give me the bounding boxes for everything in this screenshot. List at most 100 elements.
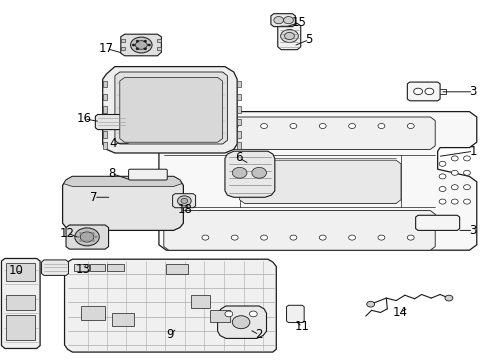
Polygon shape xyxy=(102,142,106,149)
Text: 9: 9 xyxy=(166,328,174,341)
Polygon shape xyxy=(237,119,241,125)
Polygon shape xyxy=(166,264,188,274)
Circle shape xyxy=(407,123,413,129)
Circle shape xyxy=(319,123,325,129)
Text: 16: 16 xyxy=(77,112,91,125)
Circle shape xyxy=(130,37,152,53)
Circle shape xyxy=(85,231,88,233)
Text: 8: 8 xyxy=(107,167,115,180)
Circle shape xyxy=(251,167,266,178)
Text: 5: 5 xyxy=(305,33,312,46)
Circle shape xyxy=(136,48,139,50)
Circle shape xyxy=(132,44,135,46)
Polygon shape xyxy=(121,47,124,50)
Circle shape xyxy=(232,316,249,329)
Circle shape xyxy=(232,167,246,178)
Polygon shape xyxy=(159,112,476,250)
Polygon shape xyxy=(237,81,241,87)
Circle shape xyxy=(85,241,88,243)
Circle shape xyxy=(289,235,296,240)
Circle shape xyxy=(94,236,97,238)
Polygon shape xyxy=(163,211,434,250)
Polygon shape xyxy=(121,34,161,56)
Circle shape xyxy=(450,199,457,204)
Polygon shape xyxy=(90,264,105,271)
Polygon shape xyxy=(102,106,106,113)
Circle shape xyxy=(450,185,457,190)
Circle shape xyxy=(77,236,80,238)
Polygon shape xyxy=(157,47,161,50)
Circle shape xyxy=(177,196,191,206)
Polygon shape xyxy=(62,176,183,230)
Circle shape xyxy=(377,235,384,240)
Polygon shape xyxy=(102,131,106,138)
Circle shape xyxy=(438,186,445,192)
Circle shape xyxy=(444,295,452,301)
Polygon shape xyxy=(66,225,108,249)
Circle shape xyxy=(438,199,445,204)
Polygon shape xyxy=(6,315,35,340)
Text: 1: 1 xyxy=(468,145,476,158)
Circle shape xyxy=(438,161,445,166)
Polygon shape xyxy=(64,259,276,352)
Polygon shape xyxy=(239,160,400,203)
Circle shape xyxy=(366,301,374,307)
Polygon shape xyxy=(270,14,295,27)
Polygon shape xyxy=(121,39,124,42)
Circle shape xyxy=(283,17,293,24)
Polygon shape xyxy=(102,81,106,87)
Polygon shape xyxy=(217,306,266,338)
Polygon shape xyxy=(1,258,40,348)
Polygon shape xyxy=(224,151,274,197)
Circle shape xyxy=(438,174,445,179)
Circle shape xyxy=(260,235,267,240)
Circle shape xyxy=(463,156,469,161)
Circle shape xyxy=(202,235,208,240)
Polygon shape xyxy=(190,295,210,308)
Circle shape xyxy=(284,32,294,40)
Circle shape xyxy=(75,228,99,246)
Circle shape xyxy=(79,232,82,234)
Circle shape xyxy=(377,123,384,129)
Polygon shape xyxy=(407,82,439,101)
Text: 15: 15 xyxy=(291,16,306,29)
Circle shape xyxy=(80,232,94,242)
Text: 3: 3 xyxy=(468,85,476,98)
Circle shape xyxy=(289,123,296,129)
Circle shape xyxy=(147,44,150,46)
Circle shape xyxy=(260,123,267,129)
Circle shape xyxy=(450,170,457,175)
Circle shape xyxy=(92,239,95,242)
Polygon shape xyxy=(237,106,241,113)
Polygon shape xyxy=(112,313,134,326)
Circle shape xyxy=(135,41,147,49)
Text: 17: 17 xyxy=(99,42,114,55)
Polygon shape xyxy=(210,310,229,322)
Circle shape xyxy=(136,40,139,42)
Circle shape xyxy=(450,156,457,161)
Circle shape xyxy=(143,40,146,42)
Circle shape xyxy=(280,30,298,42)
Polygon shape xyxy=(237,94,241,100)
Circle shape xyxy=(249,311,257,317)
Circle shape xyxy=(224,311,232,317)
Text: 13: 13 xyxy=(76,263,90,276)
Text: 14: 14 xyxy=(392,306,407,319)
Text: 10: 10 xyxy=(8,264,23,277)
Circle shape xyxy=(413,88,422,95)
Polygon shape xyxy=(168,117,434,149)
Circle shape xyxy=(92,232,95,234)
Polygon shape xyxy=(74,264,89,271)
Polygon shape xyxy=(95,114,127,130)
Polygon shape xyxy=(6,263,35,281)
Polygon shape xyxy=(286,305,304,323)
Text: 7: 7 xyxy=(90,191,98,204)
Text: 4: 4 xyxy=(109,137,117,150)
Circle shape xyxy=(463,170,469,175)
Polygon shape xyxy=(102,119,106,125)
Circle shape xyxy=(424,88,433,95)
Circle shape xyxy=(79,239,82,242)
Polygon shape xyxy=(415,215,459,230)
Circle shape xyxy=(407,235,413,240)
Text: 12: 12 xyxy=(60,227,75,240)
